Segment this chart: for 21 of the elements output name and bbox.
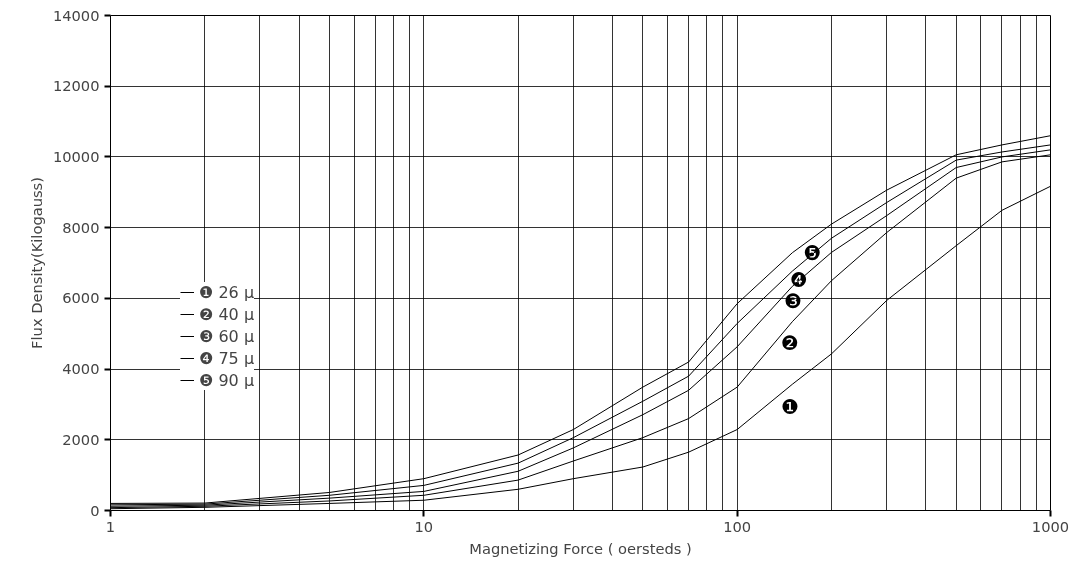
- legend-label: ❺ 90 μ: [199, 370, 255, 390]
- legend-label: ❸ 60 μ: [199, 326, 255, 346]
- x-tick-label: 1000: [1031, 517, 1070, 535]
- y-tick-label: 12000: [52, 77, 100, 95]
- y-tick-label: 14000: [52, 6, 100, 24]
- y-tick-label: 10000: [52, 147, 100, 165]
- y-axis-title: Flux Density(Kilogauss): [27, 177, 45, 349]
- y-tick-label: 6000: [62, 289, 100, 307]
- legend-label: ❷ 40 μ: [199, 304, 255, 324]
- legend-label: ❹ 75 μ: [199, 348, 255, 368]
- x-tick-label: 1: [105, 517, 116, 535]
- legend-label: ❶ 26 μ: [199, 282, 255, 302]
- y-tick-label: 0: [90, 501, 100, 519]
- y-tick-label: 2000: [62, 430, 100, 448]
- x-axis-title: Magnetizing Force ( oersteds ): [469, 539, 692, 557]
- annotation: ❶: [780, 394, 799, 419]
- x-tick-label: 100: [723, 517, 752, 535]
- y-tick-label: 4000: [62, 360, 100, 378]
- x-tick-label: 10: [414, 517, 434, 535]
- y-tick-label: 8000: [62, 218, 100, 236]
- annotation: ❷: [780, 331, 799, 356]
